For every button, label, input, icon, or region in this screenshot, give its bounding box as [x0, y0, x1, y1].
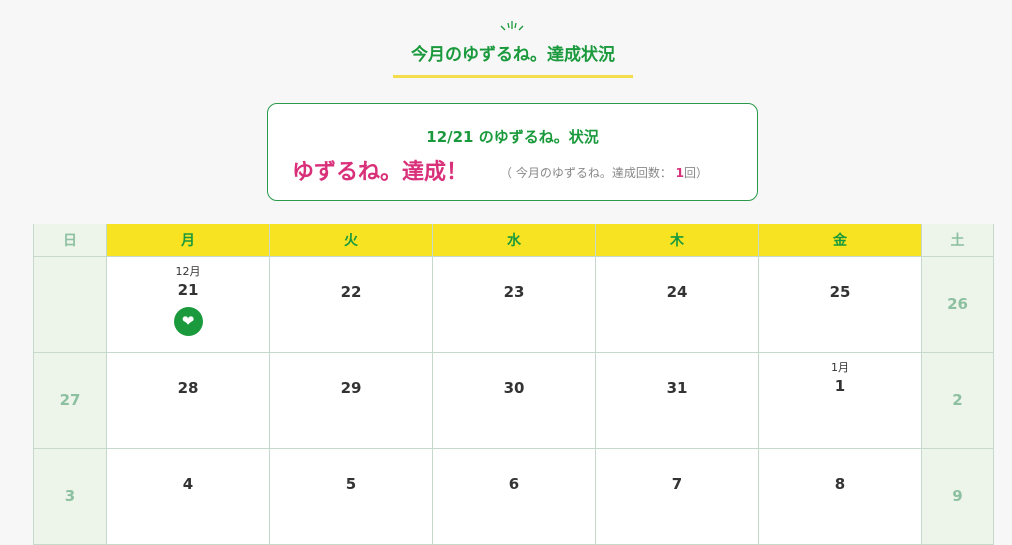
day-number: 5 — [345, 474, 357, 493]
calendar-week: 12月 21 ❤ 22 23 24 25 26 — [33, 255, 994, 353]
day-number: 27 — [59, 391, 81, 409]
calendar-day[interactable]: 7 — [595, 447, 759, 545]
calendar-day[interactable]: 26 — [921, 255, 994, 353]
weekday-header: 木 — [595, 224, 759, 256]
day-number: 3 — [64, 487, 76, 505]
day-number: 22 — [340, 282, 362, 301]
calendar-day[interactable]: 31 — [595, 351, 759, 449]
calendar-day[interactable]: 28 — [106, 351, 270, 449]
calendar-day[interactable]: 12月 21 ❤ — [106, 255, 270, 353]
calendar-day[interactable]: 9 — [921, 447, 994, 545]
status-box: 12/21 のゆずるね。状況 ゆずるね。達成！ （ 今月のゆずるね。達成回数： … — [267, 103, 758, 201]
calendar-day[interactable]: 24 — [595, 255, 759, 353]
day-number: 9 — [952, 487, 963, 505]
day-number: 2 — [952, 391, 963, 409]
weekday-header: 日 — [33, 224, 107, 256]
day-number: 4 — [182, 474, 194, 493]
day-number: 1 — [834, 376, 846, 395]
calendar-day[interactable]: 2 — [921, 351, 994, 449]
day-number: 31 — [666, 378, 688, 397]
weekday-header: 金 — [758, 224, 922, 256]
calendar-day[interactable]: 6 — [432, 447, 596, 545]
calendar-week: 3 4 5 6 7 8 9 — [33, 447, 994, 545]
calendar: 日月火水木金土 12月 21 ❤ 22 23 24 25 26 27 28 29 30 31 1月 1 2 3 4… — [33, 224, 994, 545]
day-number: 30 — [503, 378, 525, 397]
calendar-day[interactable]: 27 — [33, 351, 107, 449]
calendar-week: 27 28 29 30 31 1月 1 2 — [33, 351, 994, 449]
weekday-header: 火 — [269, 224, 433, 256]
calendar-day[interactable]: 29 — [269, 351, 433, 449]
day-number: 29 — [340, 378, 362, 397]
status-result: ゆずるね。達成！ — [292, 160, 469, 185]
calendar-day[interactable]: 1月 1 — [758, 351, 922, 449]
status-date: 12/21 のゆずるね。状況 — [426, 128, 599, 146]
calendar-day[interactable]: 22 — [269, 255, 433, 353]
calendar-day[interactable]: 23 — [432, 255, 596, 353]
day-number: 23 — [503, 282, 525, 301]
month-label: 12月 — [175, 264, 201, 278]
status-count: （ 今月のゆずるね。達成回数： 1回） — [500, 166, 709, 180]
calendar-day[interactable]: 30 — [432, 351, 596, 449]
calendar-day[interactable]: 5 — [269, 447, 433, 545]
calendar-day[interactable]: 4 — [106, 447, 270, 545]
page-title: 今月のゆずるね。達成状況 — [393, 40, 633, 78]
day-number: 6 — [508, 474, 520, 493]
day-number: 25 — [829, 282, 851, 301]
calendar-day[interactable]: 8 — [758, 447, 922, 545]
month-label: 1月 — [831, 360, 849, 374]
day-number: 8 — [834, 474, 846, 493]
day-number: 28 — [177, 378, 199, 397]
day-number: 7 — [671, 474, 683, 493]
calendar-day[interactable]: 25 — [758, 255, 922, 353]
calendar-day[interactable]: 3 — [33, 447, 107, 545]
leaf-heart-badge-icon: ❤ — [173, 306, 203, 336]
calendar-day[interactable] — [33, 255, 107, 353]
day-number: 21 — [177, 280, 199, 299]
weekday-header: 土 — [921, 224, 994, 256]
weekday-header: 水 — [432, 224, 596, 256]
sparkle-icon — [500, 21, 524, 31]
day-number: 26 — [947, 295, 968, 313]
day-number: 24 — [666, 282, 688, 301]
weekday-header: 月 — [106, 224, 270, 256]
